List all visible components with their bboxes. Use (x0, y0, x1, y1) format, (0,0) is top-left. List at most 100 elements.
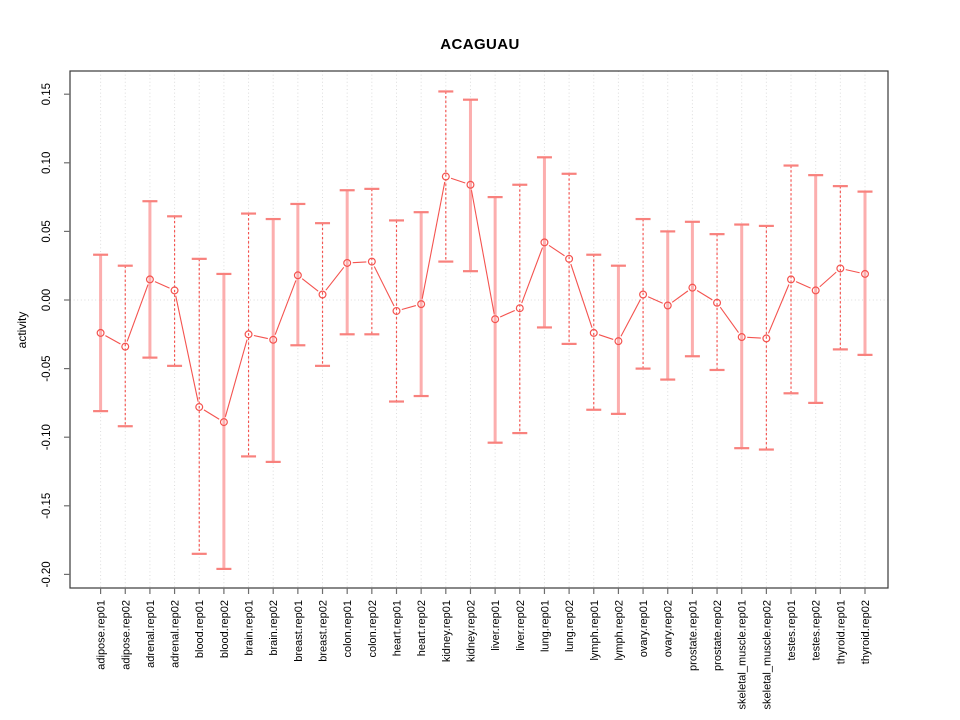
data-point (565, 254, 574, 263)
x-tick-label: heart.rep02 (416, 600, 428, 656)
x-tick-label: prostate.rep01 (687, 600, 699, 671)
x-tick-label: adrenal.rep02 (170, 600, 182, 668)
x-tick-label: lymph.rep02 (613, 600, 625, 661)
x-tick-label: liver.rep01 (490, 600, 502, 651)
data-point (515, 304, 524, 313)
x-tick-label: prostate.rep02 (712, 600, 724, 671)
data-point (145, 275, 154, 284)
x-tick-label: kidney.rep02 (465, 600, 477, 662)
data-point (589, 328, 598, 337)
data-point (836, 264, 845, 273)
y-tick-label: -0.10 (41, 424, 53, 450)
connector-segment (401, 305, 417, 311)
connector-segment (548, 244, 565, 257)
x-tick-label: brain.rep02 (268, 600, 280, 656)
data-point (96, 328, 105, 337)
data-point (269, 335, 278, 344)
connector-segment (224, 339, 248, 417)
x-tick-label: lung.rep01 (539, 600, 551, 652)
y-tick-label: 0.10 (41, 152, 53, 174)
connector-segment (499, 309, 515, 318)
data-point (737, 333, 746, 342)
x-tick-label: blood.rep02 (219, 600, 231, 658)
x-tick-label: heart.rep01 (391, 600, 403, 656)
connector-segment (767, 284, 790, 334)
y-tick-label: 0.05 (41, 220, 53, 242)
connector-segment (845, 269, 860, 274)
connector-segment (325, 266, 345, 291)
x-tick-label: thyroid.rep01 (835, 600, 847, 664)
data-point (417, 300, 426, 309)
connector-segment (598, 334, 614, 340)
connector-segment (274, 280, 297, 335)
data-point (318, 290, 327, 299)
chart-title: ACAGUAU (440, 36, 520, 53)
connector-segment (105, 335, 121, 345)
x-tick-label: breast.rep01 (293, 600, 305, 662)
x-tick-label: brain.rep01 (244, 600, 256, 656)
x-tick-label: thyroid.rep02 (860, 600, 872, 664)
data-point (244, 330, 253, 339)
data-point (614, 337, 623, 346)
data-point (466, 180, 475, 189)
x-tick-label: adipose.rep01 (96, 600, 108, 670)
y-tick-label: -0.05 (41, 355, 53, 381)
y-tick-label: -0.20 (41, 561, 53, 587)
connector-segment (647, 296, 663, 304)
connector-segment (352, 261, 367, 264)
x-tick-label: adipose.rep02 (120, 600, 132, 670)
x-tick-label: colon.rep01 (342, 600, 354, 658)
x-tick-label: testes.rep01 (786, 600, 798, 661)
connector-segment (126, 284, 149, 342)
data-point (219, 418, 228, 427)
connector-segment (696, 290, 713, 301)
x-tick-label: liver.rep02 (515, 600, 527, 651)
data-point (713, 298, 722, 307)
connector-segment (671, 290, 689, 303)
connector-segment (301, 278, 319, 292)
data-point (441, 172, 450, 181)
y-tick-label: 0.15 (41, 83, 53, 105)
data-point (121, 342, 130, 351)
x-tick-label: lymph.rep01 (589, 600, 601, 661)
x-tick-label: testes.rep02 (811, 600, 823, 661)
connector-segment (154, 281, 170, 289)
x-tick-label: adrenal.rep01 (145, 600, 157, 668)
connector-segment (570, 263, 593, 328)
data-point (811, 286, 820, 295)
connector-segment (795, 281, 811, 289)
data-point (491, 315, 500, 324)
data-point (688, 283, 697, 292)
connector-segment (373, 266, 395, 307)
plot-box (69, 70, 889, 589)
x-tick-label: blood.rep01 (194, 600, 206, 658)
data-point (787, 275, 796, 284)
data-point (170, 286, 179, 295)
data-point (392, 306, 401, 315)
data-point (293, 271, 302, 280)
x-tick-label: skeletal_muscle.rep02 (761, 600, 773, 709)
connector-segment (719, 306, 739, 333)
connector-segment (620, 299, 641, 337)
x-tick-label: ovary.rep02 (663, 600, 675, 657)
x-tick-label: colon.rep02 (367, 600, 379, 658)
connector-segment (175, 295, 199, 402)
data-point (367, 257, 376, 266)
y-tick-label: 0.00 (41, 289, 53, 311)
x-tick-label: skeletal_muscle.rep01 (737, 600, 749, 709)
x-tick-label: breast.rep02 (318, 600, 330, 662)
connector-segment (747, 336, 761, 339)
connector-segment (819, 271, 837, 288)
data-point (860, 269, 869, 278)
connector-segment (470, 190, 495, 314)
connector-segment (253, 334, 268, 340)
x-tick-label: ovary.rep01 (638, 600, 650, 657)
x-tick-label: kidney.rep01 (441, 600, 453, 662)
data-point (540, 238, 549, 247)
x-tick-label: lung.rep02 (564, 600, 576, 652)
data-point (663, 301, 672, 310)
data-point (639, 290, 648, 299)
data-point (195, 403, 204, 412)
